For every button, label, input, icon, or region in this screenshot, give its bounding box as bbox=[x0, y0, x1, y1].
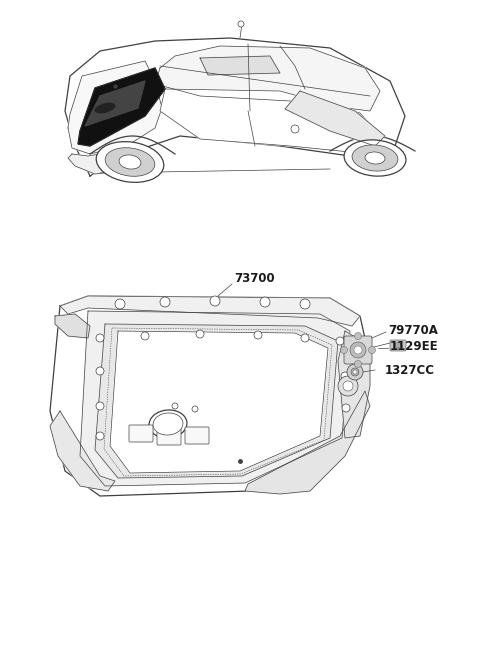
Circle shape bbox=[341, 372, 349, 380]
Circle shape bbox=[351, 368, 359, 376]
Polygon shape bbox=[245, 391, 370, 494]
Circle shape bbox=[172, 403, 178, 409]
Polygon shape bbox=[200, 56, 280, 75]
Polygon shape bbox=[78, 68, 165, 146]
Polygon shape bbox=[60, 296, 360, 326]
Polygon shape bbox=[68, 146, 155, 174]
FancyBboxPatch shape bbox=[157, 428, 181, 445]
FancyBboxPatch shape bbox=[390, 340, 406, 351]
Ellipse shape bbox=[153, 413, 183, 435]
Circle shape bbox=[254, 331, 262, 339]
Ellipse shape bbox=[119, 155, 141, 169]
FancyBboxPatch shape bbox=[129, 425, 153, 442]
Polygon shape bbox=[50, 296, 370, 496]
Circle shape bbox=[96, 334, 104, 342]
FancyBboxPatch shape bbox=[185, 427, 209, 444]
Circle shape bbox=[301, 334, 309, 342]
Polygon shape bbox=[65, 38, 405, 176]
Polygon shape bbox=[68, 61, 162, 154]
Circle shape bbox=[336, 337, 344, 345]
Text: 1129EE: 1129EE bbox=[390, 340, 439, 354]
Circle shape bbox=[115, 299, 125, 309]
Circle shape bbox=[260, 297, 270, 307]
Circle shape bbox=[369, 346, 375, 354]
Circle shape bbox=[210, 296, 220, 306]
Polygon shape bbox=[55, 314, 90, 338]
Polygon shape bbox=[85, 81, 145, 126]
Text: 79770A: 79770A bbox=[388, 325, 438, 337]
Ellipse shape bbox=[105, 148, 155, 176]
Circle shape bbox=[96, 402, 104, 410]
Circle shape bbox=[141, 332, 149, 340]
Polygon shape bbox=[285, 91, 385, 146]
Circle shape bbox=[96, 367, 104, 375]
Circle shape bbox=[354, 346, 362, 354]
Circle shape bbox=[342, 404, 350, 412]
Ellipse shape bbox=[96, 142, 164, 182]
Circle shape bbox=[353, 370, 357, 374]
Polygon shape bbox=[155, 46, 380, 111]
Circle shape bbox=[160, 297, 170, 307]
Polygon shape bbox=[110, 331, 328, 473]
Ellipse shape bbox=[94, 102, 116, 113]
Circle shape bbox=[238, 21, 244, 27]
Polygon shape bbox=[338, 331, 370, 438]
Polygon shape bbox=[50, 411, 115, 491]
Ellipse shape bbox=[365, 152, 385, 164]
Polygon shape bbox=[80, 311, 350, 486]
Circle shape bbox=[196, 330, 204, 338]
Circle shape bbox=[340, 346, 348, 354]
Circle shape bbox=[350, 342, 366, 358]
Circle shape bbox=[96, 432, 104, 440]
Text: 1327CC: 1327CC bbox=[385, 365, 435, 377]
Circle shape bbox=[355, 361, 361, 367]
Ellipse shape bbox=[344, 140, 406, 176]
Polygon shape bbox=[95, 324, 338, 478]
FancyBboxPatch shape bbox=[344, 336, 372, 364]
Circle shape bbox=[343, 381, 353, 391]
Circle shape bbox=[395, 342, 401, 348]
Circle shape bbox=[192, 406, 198, 412]
Ellipse shape bbox=[149, 410, 187, 438]
Circle shape bbox=[347, 364, 363, 380]
Circle shape bbox=[300, 299, 310, 309]
Text: 73700: 73700 bbox=[235, 272, 276, 285]
Circle shape bbox=[338, 376, 358, 396]
Circle shape bbox=[355, 333, 361, 340]
Ellipse shape bbox=[352, 145, 398, 171]
Polygon shape bbox=[160, 89, 380, 154]
